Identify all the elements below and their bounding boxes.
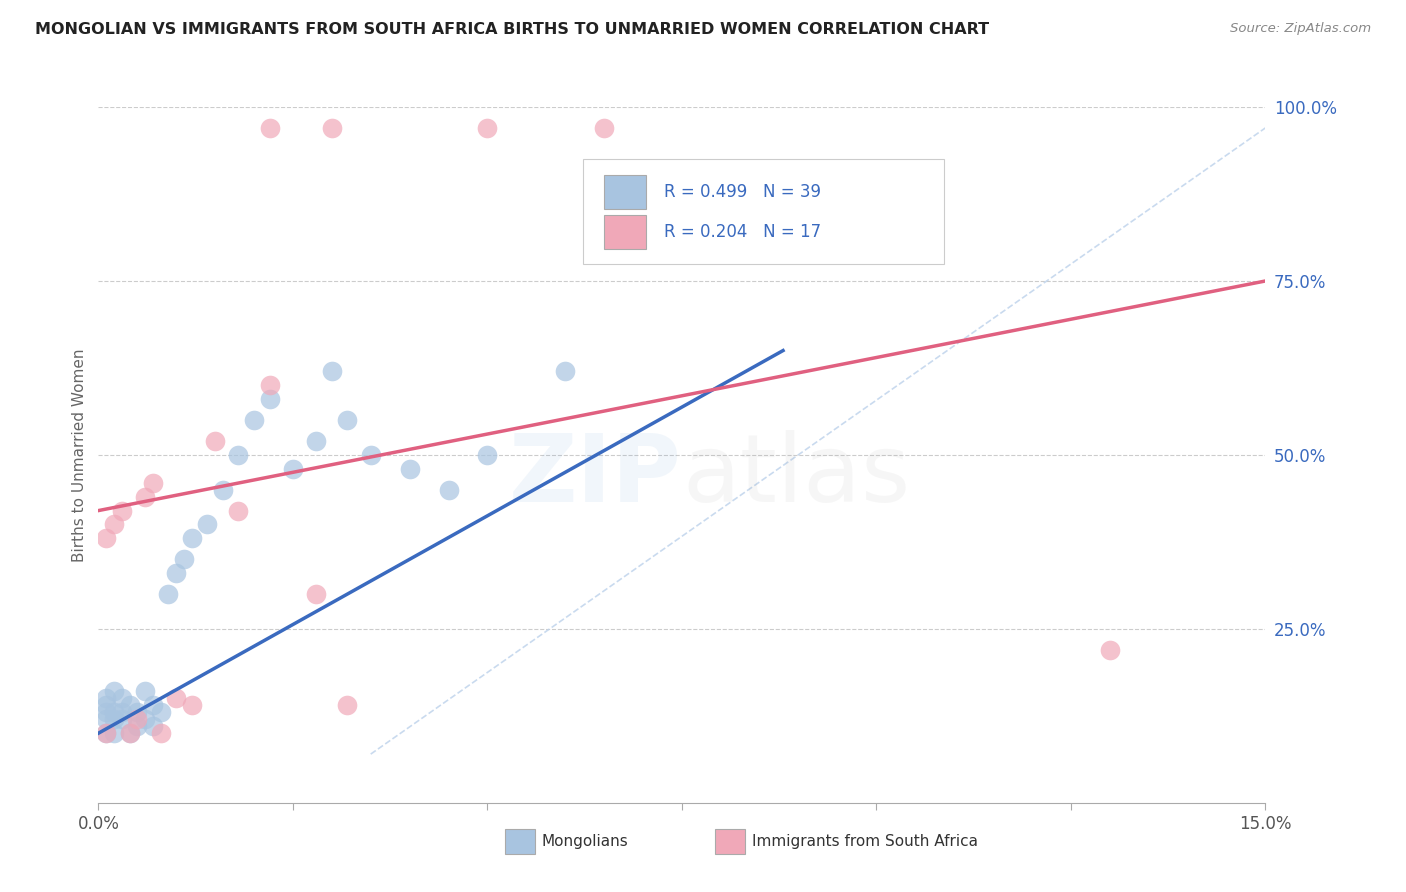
FancyBboxPatch shape bbox=[603, 175, 645, 210]
Point bbox=[204, 434, 226, 448]
Point bbox=[134, 490, 156, 504]
Point bbox=[96, 532, 118, 546]
Text: Immigrants from South Africa: Immigrants from South Africa bbox=[752, 834, 979, 849]
Y-axis label: Births to Unmarried Women: Births to Unmarried Women bbox=[72, 348, 87, 562]
Point bbox=[118, 726, 141, 740]
Text: atlas: atlas bbox=[682, 430, 910, 522]
Point bbox=[127, 706, 149, 720]
Point bbox=[212, 483, 235, 497]
Point bbox=[305, 587, 328, 601]
Point bbox=[165, 566, 187, 581]
Point bbox=[134, 684, 156, 698]
Text: ZIP: ZIP bbox=[509, 430, 682, 522]
Point bbox=[259, 392, 281, 407]
Point bbox=[142, 719, 165, 733]
Point bbox=[96, 691, 118, 706]
Point bbox=[149, 706, 172, 720]
Text: Source: ZipAtlas.com: Source: ZipAtlas.com bbox=[1230, 22, 1371, 36]
Point bbox=[103, 706, 125, 720]
Point bbox=[477, 448, 499, 462]
Point bbox=[111, 691, 134, 706]
Point bbox=[111, 706, 134, 720]
Point bbox=[96, 726, 118, 740]
Point bbox=[437, 483, 460, 497]
Point bbox=[165, 691, 187, 706]
Point bbox=[96, 698, 118, 713]
Point bbox=[336, 698, 359, 713]
Point bbox=[281, 462, 304, 476]
Point bbox=[157, 587, 180, 601]
Point bbox=[149, 726, 172, 740]
Point bbox=[195, 517, 218, 532]
Point bbox=[554, 364, 576, 378]
Point bbox=[593, 120, 616, 135]
Point bbox=[111, 503, 134, 517]
Point bbox=[142, 475, 165, 490]
Point bbox=[134, 712, 156, 726]
Point bbox=[96, 726, 118, 740]
Point bbox=[173, 552, 195, 566]
Point bbox=[118, 698, 141, 713]
FancyBboxPatch shape bbox=[603, 215, 645, 249]
FancyBboxPatch shape bbox=[714, 830, 745, 855]
Point bbox=[96, 706, 118, 720]
Point bbox=[321, 120, 343, 135]
Point bbox=[243, 413, 266, 427]
Point bbox=[180, 532, 202, 546]
Point bbox=[336, 413, 359, 427]
Point bbox=[305, 434, 328, 448]
Point bbox=[103, 684, 125, 698]
Text: MONGOLIAN VS IMMIGRANTS FROM SOUTH AFRICA BIRTHS TO UNMARRIED WOMEN CORRELATION : MONGOLIAN VS IMMIGRANTS FROM SOUTH AFRIC… bbox=[35, 22, 990, 37]
Point bbox=[111, 712, 134, 726]
Point bbox=[321, 364, 343, 378]
Point bbox=[360, 448, 382, 462]
Point bbox=[118, 726, 141, 740]
FancyBboxPatch shape bbox=[582, 159, 945, 264]
Point bbox=[127, 712, 149, 726]
Point bbox=[228, 503, 250, 517]
Point bbox=[127, 719, 149, 733]
Point bbox=[103, 517, 125, 532]
Point bbox=[142, 698, 165, 713]
Point bbox=[259, 378, 281, 392]
Text: Mongolians: Mongolians bbox=[541, 834, 628, 849]
Point bbox=[259, 120, 281, 135]
FancyBboxPatch shape bbox=[505, 830, 534, 855]
Point bbox=[1098, 642, 1121, 657]
Point bbox=[103, 726, 125, 740]
Point bbox=[96, 712, 118, 726]
Point bbox=[180, 698, 202, 713]
Point bbox=[477, 120, 499, 135]
Text: R = 0.499   N = 39: R = 0.499 N = 39 bbox=[665, 183, 821, 201]
Point bbox=[398, 462, 420, 476]
Point bbox=[228, 448, 250, 462]
Text: R = 0.204   N = 17: R = 0.204 N = 17 bbox=[665, 223, 821, 241]
Point bbox=[103, 712, 125, 726]
